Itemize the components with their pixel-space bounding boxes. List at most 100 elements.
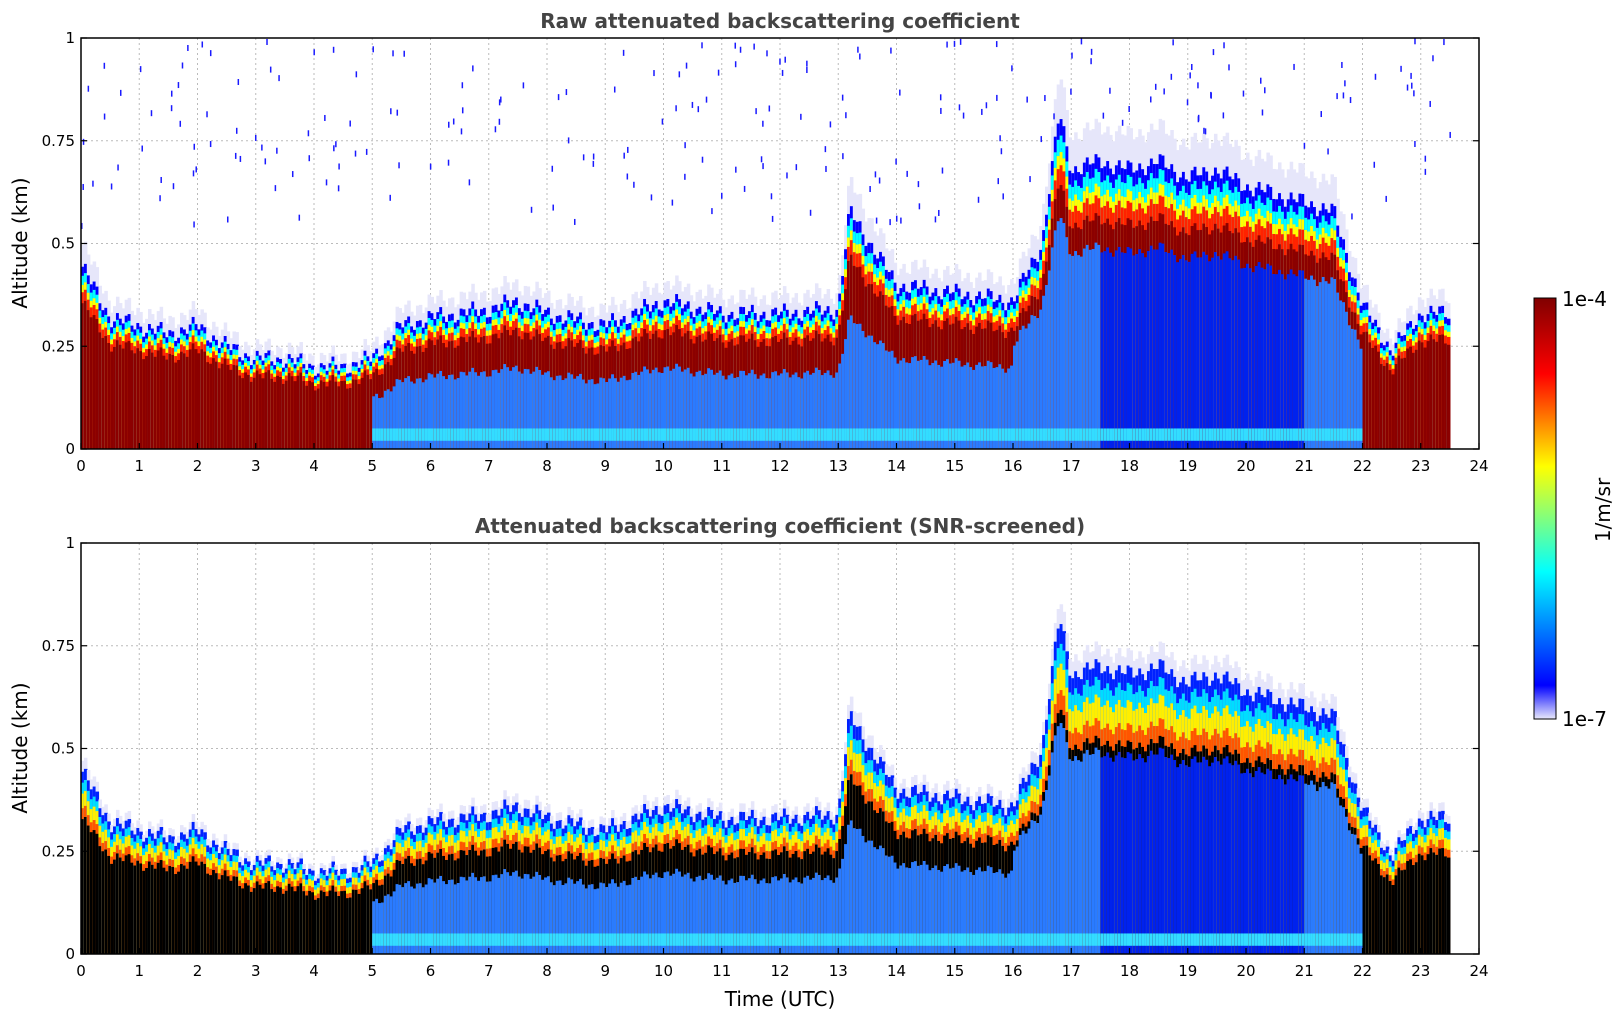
screened-surface-band-cell bbox=[407, 933, 411, 946]
raw-surface-band-cell bbox=[491, 428, 496, 441]
raw-field-cell bbox=[1435, 341, 1439, 449]
raw-field-cell bbox=[319, 380, 324, 449]
raw-field-cell bbox=[308, 380, 312, 449]
raw-low-layer-cell bbox=[768, 378, 772, 449]
raw-noise-speck bbox=[1293, 63, 1295, 70]
raw-noise-speck bbox=[946, 41, 948, 48]
raw-noise-speck bbox=[889, 219, 891, 226]
raw-surface-band-cell bbox=[841, 428, 845, 441]
raw-low-layer-cell bbox=[736, 377, 740, 449]
raw-surface-band-cell bbox=[424, 428, 429, 441]
raw-surface-band-cell bbox=[637, 428, 641, 441]
raw-low-layer-cell bbox=[1292, 274, 1297, 449]
raw-low-layer-cell bbox=[1155, 249, 1160, 449]
screened-low-layer-cell bbox=[439, 875, 443, 954]
raw-noise-speck bbox=[82, 183, 84, 190]
screened-field-cell bbox=[191, 856, 196, 954]
screened-field-cell bbox=[92, 830, 97, 954]
raw-noise-speck bbox=[1121, 119, 1124, 126]
raw-surface-band-cell bbox=[1164, 428, 1168, 441]
raw-noise-speck bbox=[187, 44, 189, 51]
raw-surface-band-cell bbox=[1222, 428, 1227, 441]
raw-noise-speck bbox=[429, 163, 432, 170]
raw-low-layer-cell bbox=[579, 373, 583, 449]
raw-field-cell bbox=[1388, 370, 1393, 449]
screened-field-cell bbox=[127, 854, 132, 954]
raw-low-layer-cell bbox=[468, 371, 472, 449]
raw-low-layer-cell bbox=[1280, 274, 1285, 449]
raw-low-layer-cell bbox=[646, 369, 650, 449]
raw-field-cell bbox=[281, 383, 286, 449]
raw-field-cell bbox=[346, 388, 350, 449]
raw-low-layer-cell bbox=[911, 357, 915, 449]
raw-surface-band-cell bbox=[1216, 428, 1221, 441]
raw-low-layer-cell bbox=[430, 374, 435, 449]
screened-field-cell bbox=[110, 863, 114, 954]
raw-low-layer-cell bbox=[1315, 286, 1320, 449]
raw-surface-band-cell bbox=[902, 428, 906, 441]
raw-noise-speck bbox=[985, 102, 988, 109]
raw-noise-speck bbox=[895, 158, 897, 165]
raw-surface-band-cell bbox=[1082, 428, 1087, 441]
raw-surface-band-cell bbox=[1146, 428, 1151, 441]
raw-field-cell bbox=[121, 348, 126, 449]
raw-noise-speck bbox=[1406, 84, 1409, 91]
raw-surface-band-cell bbox=[1123, 428, 1128, 441]
screened-low-layer-cell bbox=[474, 877, 478, 954]
raw-low-layer-cell bbox=[1071, 255, 1075, 449]
raw-low-layer-cell bbox=[785, 372, 790, 449]
raw-noise-speck bbox=[760, 156, 763, 163]
screened-field-cell bbox=[305, 895, 309, 954]
raw-noise-speck bbox=[825, 165, 827, 172]
raw-low-layer-cell bbox=[902, 358, 906, 449]
screened-surface-band-cell bbox=[535, 933, 539, 946]
raw-surface-band-cell bbox=[485, 428, 490, 441]
raw-low-layer-cell bbox=[1158, 242, 1163, 449]
raw-noise-speck bbox=[1414, 38, 1416, 45]
screened-surface-band-cell bbox=[552, 933, 557, 946]
raw-low-layer-cell bbox=[896, 363, 901, 449]
screened-surface-band-cell bbox=[386, 933, 391, 946]
raw-noise-speck bbox=[582, 154, 585, 161]
raw-noise-speck bbox=[592, 160, 595, 167]
raw-low-layer-cell bbox=[814, 367, 819, 449]
screened-field-cell bbox=[229, 880, 234, 954]
screened-surface-band-cell bbox=[378, 933, 382, 946]
screened-field-cell bbox=[118, 857, 123, 954]
raw-surface-band-cell bbox=[969, 428, 973, 441]
raw-low-layer-cell bbox=[730, 373, 734, 449]
screened-low-layer-cell bbox=[558, 880, 563, 954]
screened-surface-band-cell bbox=[421, 933, 426, 946]
raw-surface-band-cell bbox=[439, 428, 443, 441]
raw-low-layer-cell bbox=[1100, 252, 1104, 449]
raw-surface-band-cell bbox=[576, 428, 580, 441]
screened-surface-band-cell bbox=[506, 933, 510, 946]
raw-surface-band-cell bbox=[657, 428, 662, 441]
raw-surface-band-cell bbox=[1275, 428, 1279, 441]
screened-field-cell bbox=[171, 866, 175, 954]
raw-noise-speck bbox=[1204, 128, 1207, 135]
raw-noise-speck bbox=[254, 134, 257, 141]
screened-field-cell bbox=[203, 863, 207, 954]
raw-surface-band-cell bbox=[1114, 428, 1119, 441]
raw-surface-band-cell bbox=[1010, 428, 1014, 441]
raw-noise-speck bbox=[701, 156, 704, 163]
raw-noise-speck bbox=[859, 53, 861, 60]
raw-noise-speck bbox=[103, 113, 106, 120]
raw-field-cell bbox=[293, 381, 298, 449]
screened-low-layer-cell bbox=[512, 872, 516, 954]
raw-surface-band-cell bbox=[1298, 428, 1302, 441]
raw-low-layer-cell bbox=[739, 370, 743, 449]
screened-surface-band-cell bbox=[465, 933, 469, 946]
raw-low-layer-cell bbox=[613, 378, 618, 449]
raw-low-layer-cell bbox=[584, 383, 589, 449]
raw-low-layer-cell bbox=[826, 370, 831, 449]
screened-field-cell bbox=[346, 898, 350, 954]
screened-field-cell bbox=[363, 881, 368, 954]
raw-surface-band-cell bbox=[590, 428, 595, 441]
raw-field-cell bbox=[241, 378, 245, 449]
raw-noise-speck bbox=[192, 170, 195, 177]
raw-low-layer-cell bbox=[1263, 269, 1267, 449]
screened-field-cell bbox=[261, 888, 266, 954]
screened-field-cell bbox=[162, 867, 167, 954]
